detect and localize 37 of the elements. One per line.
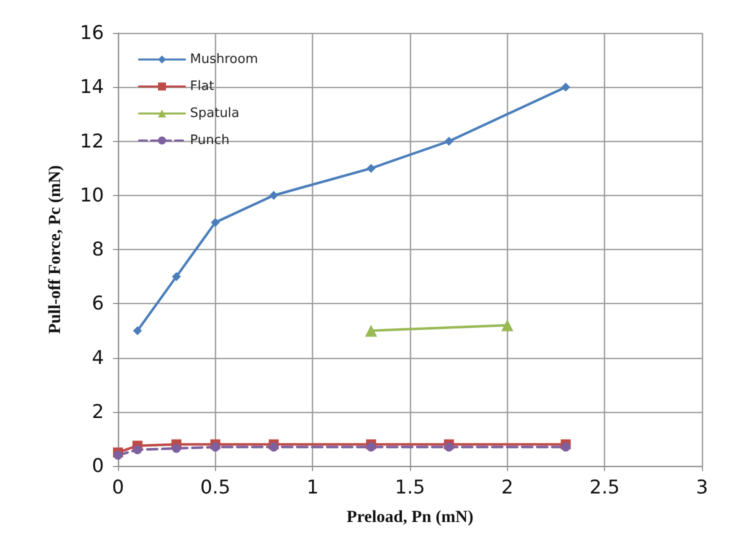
legend-label: Punch (190, 133, 230, 148)
y-tick-label: 2 (92, 400, 104, 423)
x-tick-label: 1.5 (394, 476, 426, 498)
x-axis-title: Preload, Pn (mN) (346, 507, 474, 526)
x-tick-label: 1 (306, 476, 319, 498)
point (444, 442, 454, 452)
x-tick-label: 3 (696, 476, 708, 498)
point (561, 442, 570, 452)
point (172, 272, 181, 282)
point (210, 442, 220, 452)
y-tick-label: 14 (80, 76, 104, 98)
x-tick-label: 0.5 (200, 476, 230, 498)
legend-label: Spatula (190, 106, 240, 121)
x-tick-label: 2.5 (590, 476, 620, 498)
point (114, 450, 122, 460)
point (172, 444, 181, 453)
y-tick-label: 10 (80, 184, 104, 206)
y-tick-label: 6 (92, 292, 104, 315)
point (561, 82, 570, 92)
y-axis-title: Pull-off Force, Pc (mN) (45, 165, 64, 334)
y-tick-label: 12 (80, 130, 104, 152)
point (444, 136, 454, 146)
point (269, 190, 278, 200)
x-tick-label: 2 (501, 476, 514, 498)
point (366, 442, 376, 452)
point (366, 164, 376, 173)
y-tick-label: 16 (80, 22, 104, 44)
y-tick-label: 4 (92, 346, 104, 369)
point (132, 326, 142, 336)
point (132, 445, 142, 454)
point (269, 442, 278, 452)
point (210, 218, 220, 227)
y-tick-label: 0 (92, 455, 104, 477)
legend-label: Mushroom (190, 52, 258, 67)
legend-label: Flat (190, 79, 214, 94)
y-tick-label: 8 (92, 238, 104, 260)
x-tick-label: 0 (112, 476, 124, 498)
